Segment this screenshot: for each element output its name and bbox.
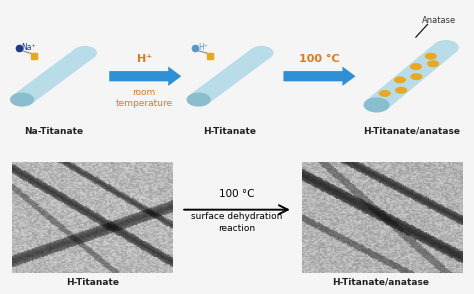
Text: H-Titanate/anatase: H-Titanate/anatase — [332, 278, 429, 287]
Text: H-Titanate/anatase: H-Titanate/anatase — [363, 127, 460, 136]
Text: temperature: temperature — [116, 99, 173, 108]
Text: 100 °C: 100 °C — [219, 188, 255, 198]
Ellipse shape — [410, 63, 422, 70]
Ellipse shape — [394, 76, 406, 83]
Text: H⁺: H⁺ — [198, 44, 208, 52]
Ellipse shape — [249, 46, 273, 60]
Text: H-Titanate: H-Titanate — [203, 127, 256, 136]
Text: H-Titanate: H-Titanate — [66, 278, 119, 287]
Ellipse shape — [410, 73, 422, 80]
Ellipse shape — [427, 60, 439, 67]
Text: Na⁺: Na⁺ — [21, 44, 36, 52]
Text: reaction: reaction — [219, 224, 255, 233]
Ellipse shape — [379, 90, 391, 97]
Ellipse shape — [425, 53, 437, 60]
Polygon shape — [12, 49, 94, 104]
Ellipse shape — [364, 97, 390, 113]
Ellipse shape — [10, 93, 34, 107]
Ellipse shape — [433, 40, 459, 55]
Text: 100 °C: 100 °C — [300, 54, 340, 64]
Ellipse shape — [395, 87, 407, 94]
Text: H⁺: H⁺ — [137, 54, 152, 64]
FancyArrow shape — [109, 66, 181, 86]
Text: room: room — [132, 88, 156, 97]
Polygon shape — [366, 43, 456, 109]
Ellipse shape — [186, 93, 210, 107]
FancyArrow shape — [283, 66, 356, 86]
Ellipse shape — [73, 46, 97, 60]
Text: Na-Titanate: Na-Titanate — [24, 127, 83, 136]
Text: surface dehydration: surface dehydration — [191, 212, 283, 221]
Polygon shape — [189, 49, 271, 104]
Text: Anatase: Anatase — [422, 16, 456, 26]
